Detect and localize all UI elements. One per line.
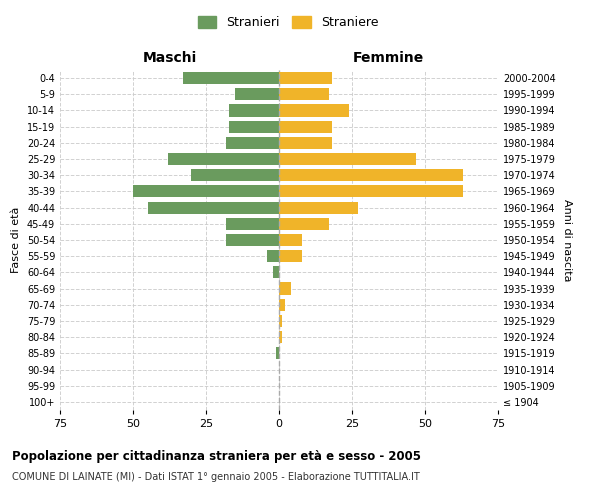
Bar — [279, 88, 329, 101]
Bar — [182, 72, 279, 84]
Bar — [279, 72, 332, 84]
Bar — [279, 331, 282, 343]
Bar — [279, 250, 302, 262]
Bar — [279, 137, 332, 149]
Text: Popolazione per cittadinanza straniera per età e sesso - 2005: Popolazione per cittadinanza straniera p… — [12, 450, 421, 463]
Text: Maschi: Maschi — [142, 51, 197, 65]
Bar — [148, 202, 279, 213]
Bar — [279, 153, 416, 165]
Y-axis label: Fasce di età: Fasce di età — [11, 207, 21, 273]
Text: Femmine: Femmine — [353, 51, 424, 65]
Legend: Stranieri, Straniere: Stranieri, Straniere — [193, 11, 383, 34]
Bar — [279, 234, 302, 246]
Bar — [279, 104, 349, 117]
Bar — [133, 186, 279, 198]
Bar — [279, 298, 285, 311]
Y-axis label: Anni di nascita: Anni di nascita — [562, 198, 572, 281]
Bar — [226, 234, 279, 246]
Bar — [276, 348, 279, 360]
Bar — [279, 218, 329, 230]
Bar — [279, 202, 358, 213]
Bar — [268, 250, 279, 262]
Bar — [226, 137, 279, 149]
Bar — [279, 282, 290, 294]
Bar — [279, 120, 332, 132]
Bar — [279, 315, 282, 327]
Bar — [168, 153, 279, 165]
Bar — [226, 218, 279, 230]
Bar — [279, 186, 463, 198]
Text: COMUNE DI LAINATE (MI) - Dati ISTAT 1° gennaio 2005 - Elaborazione TUTTITALIA.IT: COMUNE DI LAINATE (MI) - Dati ISTAT 1° g… — [12, 472, 420, 482]
Bar — [191, 169, 279, 181]
Bar — [279, 169, 463, 181]
Bar — [273, 266, 279, 278]
Bar — [229, 104, 279, 117]
Bar — [229, 120, 279, 132]
Bar — [235, 88, 279, 101]
